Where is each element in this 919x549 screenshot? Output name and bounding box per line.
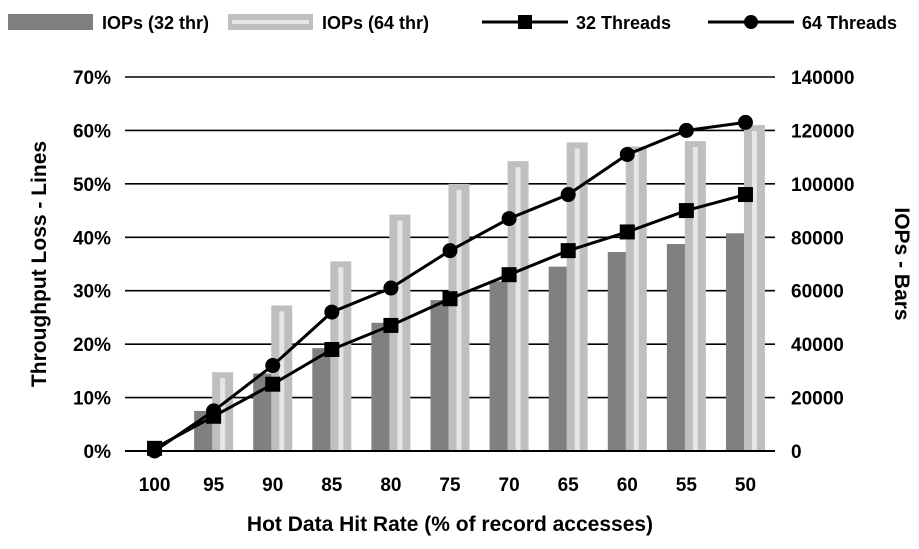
- y-right-tick-label: 80000: [791, 228, 844, 249]
- marker-64-threads: [147, 443, 163, 459]
- marker-32-threads: [442, 291, 458, 307]
- legend-label: 64 Threads: [802, 13, 897, 33]
- x-tick-label: 95: [203, 475, 225, 496]
- x-tick-label: 50: [735, 475, 756, 496]
- x-tick-label: 70: [499, 475, 520, 496]
- bar-highlight: [338, 267, 344, 451]
- bar-iops-32-thr: [548, 266, 570, 451]
- bar-iops-32-thr: [725, 233, 747, 451]
- y-right-tick-label: 40000: [791, 335, 844, 356]
- bar-iops-32-thr: [312, 348, 334, 451]
- bar-highlight: [220, 378, 226, 451]
- x-tick-label: 90: [262, 475, 283, 496]
- legend: IOPs (32 thr) IOPs (64 thr) 32 Threads 64 T…: [8, 13, 897, 33]
- x-tick-label: 75: [439, 475, 461, 496]
- marker-32-threads: [619, 224, 635, 240]
- marker-64-threads: [560, 187, 576, 203]
- marker-32-threads: [501, 267, 517, 283]
- bar-iops-32-thr: [666, 243, 688, 451]
- x-tick-label: 55: [676, 475, 698, 496]
- marker-32-threads: [383, 317, 399, 333]
- tick-labels: 0% 0 10% 20000 20% 40000 30% 60000 40% 80000 50% 10…: [73, 68, 854, 496]
- bar-highlight: [279, 311, 285, 451]
- bar-highlight: [397, 220, 403, 451]
- bar-iops-32-thr: [607, 251, 629, 451]
- legend-label: 32 Threads: [576, 13, 671, 33]
- bar-highlight: [456, 189, 462, 451]
- y-right-tick-label: 60000: [791, 282, 844, 303]
- legend-swatch-highlight: [232, 20, 309, 24]
- y-right-tick-label: 120000: [791, 121, 854, 142]
- x-axis-title: Hot Data Hit Rate (% of record accesses): [247, 513, 653, 536]
- marker-64-threads: [383, 280, 399, 296]
- marker-64-threads: [442, 243, 458, 259]
- marker-32-threads: [737, 187, 753, 203]
- y-right-axis-title: IOPs - Bars: [890, 207, 913, 320]
- marker-64-threads: [324, 304, 340, 320]
- marker-64-threads: [737, 114, 753, 130]
- marker-32-threads: [678, 203, 694, 219]
- bar-iops-32-thr: [371, 322, 393, 451]
- y-left-tick-label: 20%: [73, 335, 111, 356]
- marker-64-threads: [206, 403, 222, 419]
- y-right-tick-label: 140000: [791, 68, 854, 89]
- legend-item-iops-32-thr: IOPs (32 thr): [8, 13, 209, 33]
- x-tick-label: 65: [558, 475, 580, 496]
- y-right-tick-label: 100000: [791, 175, 854, 196]
- marker-32-threads: [560, 243, 576, 259]
- bar-groups: [194, 125, 765, 452]
- legend-item-iops-64-thr: IOPs (64 thr): [228, 13, 429, 33]
- y-left-axis-title: Throughput Loss - Lines: [28, 141, 51, 387]
- y-left-tick-label: 70%: [73, 68, 111, 89]
- bar-highlight: [574, 148, 580, 451]
- legend-label: IOPs (64 thr): [322, 13, 429, 33]
- legend-marker: [744, 15, 758, 29]
- y-left-tick-label: 40%: [73, 228, 111, 249]
- y-left-tick-label: 0%: [84, 442, 112, 463]
- legend-item-64-threads: 64 Threads: [708, 13, 897, 33]
- line-series: [147, 114, 753, 459]
- bar-highlight: [751, 131, 757, 452]
- y-right-tick-label: 0: [791, 442, 802, 463]
- marker-64-threads: [678, 122, 694, 138]
- y-left-tick-label: 60%: [73, 121, 111, 142]
- bar-highlight: [633, 152, 639, 451]
- marker-64-threads: [501, 211, 517, 227]
- bar-highlight: [515, 167, 521, 451]
- legend-swatch: [8, 14, 93, 30]
- marker-64-threads: [619, 146, 635, 162]
- x-tick-label: 100: [139, 475, 171, 496]
- bar-iops-32-thr: [430, 300, 452, 451]
- marker-32-threads: [324, 341, 340, 357]
- y-left-tick-label: 30%: [73, 282, 111, 303]
- y-right-tick-label: 20000: [791, 389, 844, 410]
- legend-item-32-threads: 32 Threads: [482, 13, 671, 33]
- y-left-tick-label: 50%: [73, 175, 111, 196]
- x-tick-label: 60: [617, 475, 638, 496]
- x-tick-label: 80: [380, 475, 401, 496]
- bar-iops-32-thr: [489, 281, 511, 451]
- legend-label: IOPs (32 thr): [102, 13, 209, 33]
- legend-marker: [518, 15, 532, 29]
- marker-64-threads: [265, 358, 281, 374]
- marker-32-threads: [265, 376, 281, 392]
- bar-highlight: [692, 147, 698, 451]
- x-tick-label: 85: [321, 475, 343, 496]
- y-left-tick-label: 10%: [73, 389, 111, 410]
